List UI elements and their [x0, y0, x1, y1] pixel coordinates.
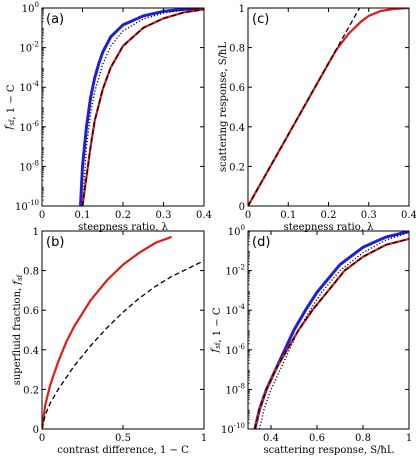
x-axis-label-b: contrast difference, 1 − C	[57, 445, 189, 456]
x-tick-label-c-2: 0.2	[321, 210, 337, 221]
x-tick-label-d-1: 0.6	[309, 433, 325, 444]
y-tick-label-c-3: 0.6	[229, 83, 245, 94]
x-tick-label-d-0: 0.4	[263, 433, 279, 444]
series-line-a-1	[81, 8, 204, 206]
series-line-d-2	[253, 237, 409, 429]
y-tick-label-b-1: 0.2	[23, 385, 39, 396]
series-line-c-0	[248, 8, 409, 206]
axes-frame-c	[247, 7, 410, 207]
x-tick-label-b-0: 0	[39, 433, 45, 444]
series-line-a-3	[81, 8, 204, 206]
x-tick-label-a-0: 0	[39, 210, 45, 221]
y-tick-label-d-3: 10-4	[225, 303, 245, 317]
series-line-b-1	[42, 260, 204, 429]
panel-label-b: (b)	[46, 235, 64, 250]
panel-a: 0 0.1 0.2 0.3 0.4 10-10 10-8 10-6 10-4 10-2 100 ste…	[4, 1, 212, 233]
y-tick-label-d-1: 10-8	[225, 382, 245, 396]
y-tick-label-a-2: 10-6	[19, 120, 39, 134]
y-tick-label-a-5: 100	[22, 1, 39, 15]
series-line-c-1	[248, 8, 361, 206]
axes-frame-b	[41, 230, 205, 430]
y-tick-label-c-5: 1	[239, 4, 245, 15]
y-tick-label-a-3: 10-4	[19, 80, 39, 94]
series-line-d-1	[258, 231, 409, 429]
y-axis-label-d: fsf, 1 − C	[210, 307, 223, 353]
y-axis-label-c: scattering response, S/ħL	[218, 42, 229, 172]
axes-frame-d	[247, 230, 410, 430]
series-line-d-0	[253, 231, 409, 429]
x-tick-label-d-2: 0.8	[355, 433, 371, 444]
panel-label-d: (d)	[252, 235, 270, 250]
y-tick-label-b-4: 0.8	[23, 267, 39, 278]
x-axis-label-a: steepness ratio, λ	[78, 222, 169, 233]
y-tick-label-d-5: 100	[228, 224, 245, 238]
y-tick-label-d-0: 10-10	[221, 422, 245, 436]
x-tick-label-c-0: 0	[245, 210, 251, 221]
x-tick-label-b-2: 1	[201, 433, 207, 444]
x-tick-label-a-2: 0.2	[115, 210, 131, 221]
y-tick-label-a-4: 10-2	[19, 41, 39, 55]
panel-label-a: (a)	[46, 12, 64, 27]
x-tick-label-c-3: 0.3	[361, 210, 377, 221]
y-tick-label-c-4: 0.8	[229, 44, 245, 55]
series-line-a-2	[81, 8, 204, 206]
y-axis-label-a: fsf, 1 − C	[4, 84, 17, 130]
x-axis-label-c: steepness ratio, λ	[284, 222, 375, 233]
x-tick-label-a-1: 0.1	[75, 210, 91, 221]
y-tick-label-c-1: 0.2	[229, 162, 245, 173]
y-tick-label-b-3: 0.6	[23, 306, 39, 317]
y-tick-label-a-0: 10-10	[15, 199, 39, 213]
panel-d: 0.4 0.6 0.8 1 10-10 10-8 10-6 10-4 10-2 100 scatte…	[210, 224, 412, 456]
series-line-b-0	[42, 235, 172, 429]
y-tick-label-c-2: 0.4	[229, 123, 245, 134]
y-tick-label-a-1: 10-8	[19, 159, 39, 173]
panel-label-c: (c)	[252, 12, 269, 27]
y-tick-label-d-4: 10-2	[225, 264, 245, 278]
y-tick-label-b-2: 0.4	[23, 346, 39, 357]
y-tick-label-d-2: 10-6	[225, 343, 245, 357]
x-tick-label-a-3: 0.3	[156, 210, 172, 221]
axes-frame-a	[41, 7, 205, 207]
x-tick-label-b-1: 0.5	[115, 433, 131, 444]
x-tick-label-c-1: 0.1	[280, 210, 296, 221]
x-tick-label-c-4: 0.4	[401, 210, 416, 221]
y-axis-label-b: superfluid fraction, fsf	[12, 273, 24, 385]
series-line-d-3	[254, 238, 409, 429]
x-axis-label-d: scattering response, S/ħL	[263, 445, 393, 456]
x-tick-label-a-4: 0.4	[196, 210, 212, 221]
panel-b: 0 0.5 1 0 0.2 0.4 0.6 0.8 1 contrast difference, …	[12, 227, 207, 456]
x-tick-label-d-3: 1	[406, 433, 412, 444]
y-tick-label-c-0: 0	[239, 202, 245, 213]
panel-c: 0 0.1 0.2 0.3 0.4 0 0.2 0.4 0.6 0.8 1 steepness rat…	[218, 4, 416, 233]
y-tick-label-b-0: 0	[33, 425, 39, 436]
y-tick-label-b-5: 1	[33, 227, 39, 238]
